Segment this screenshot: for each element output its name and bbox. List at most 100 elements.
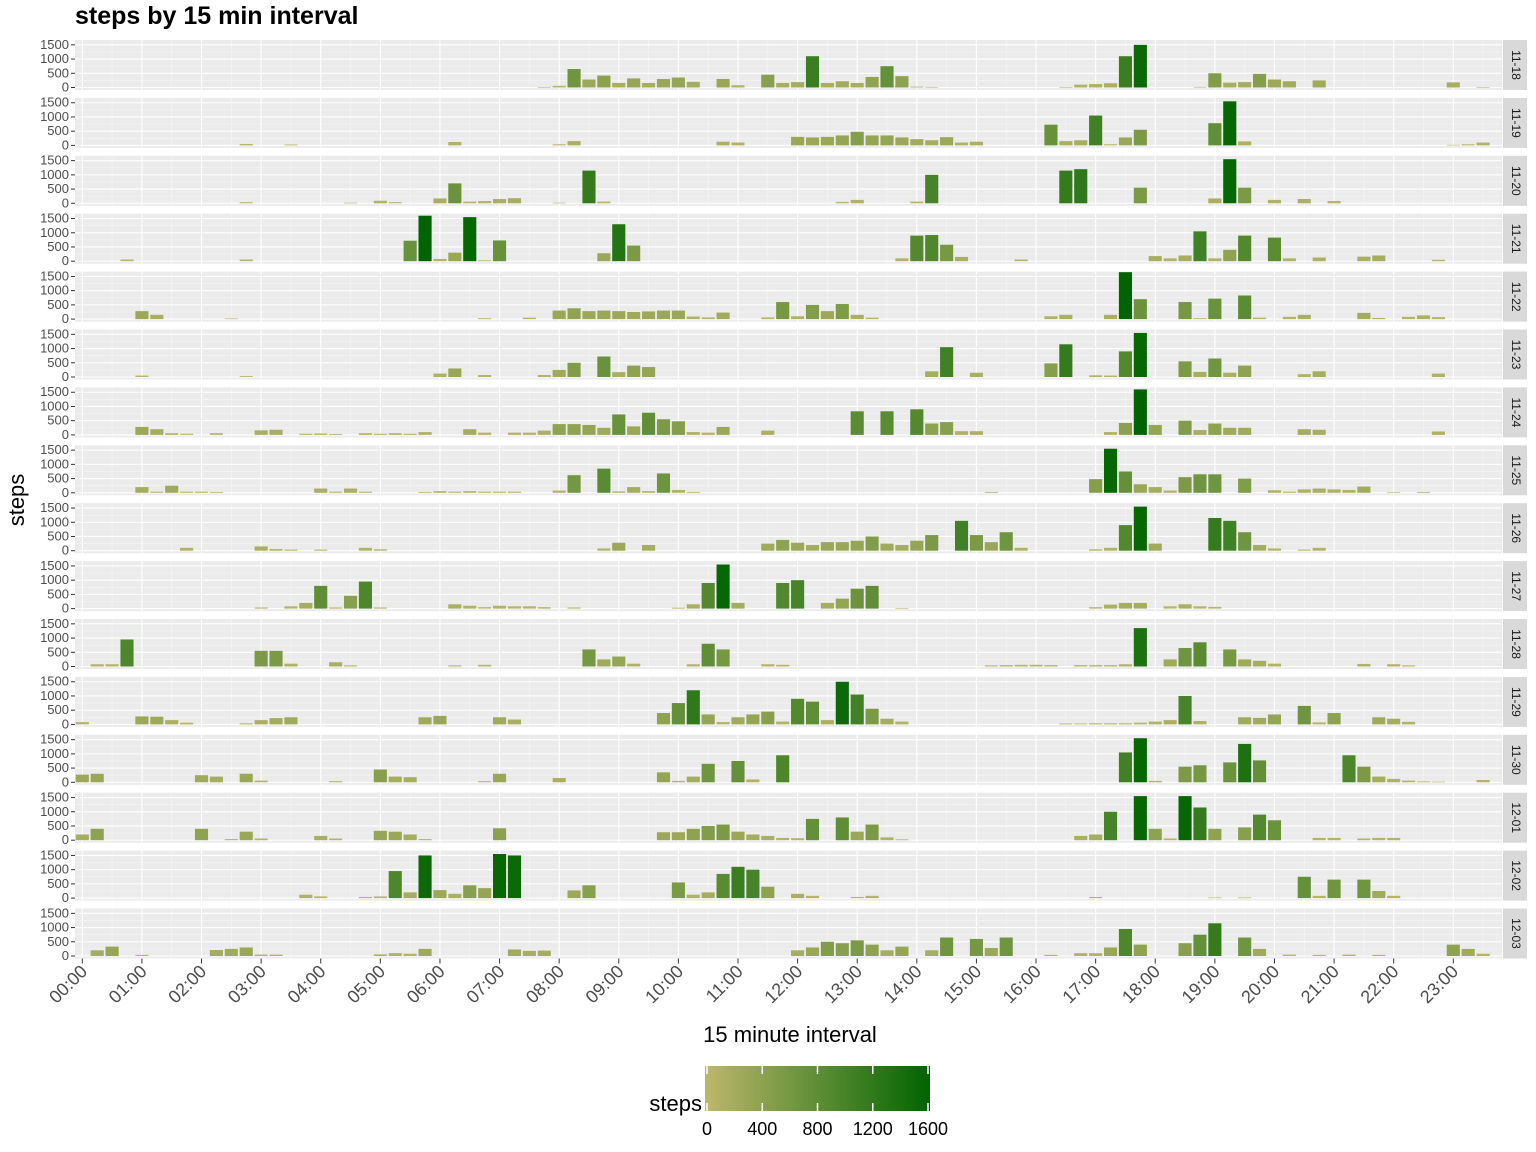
bar — [478, 432, 492, 435]
bar — [1133, 332, 1147, 377]
bar — [940, 422, 954, 435]
bar — [656, 419, 671, 435]
bar — [1446, 944, 1460, 956]
bar — [1357, 663, 1371, 667]
y-tick-label: 1500 — [40, 500, 69, 515]
bar — [776, 82, 790, 88]
bar — [850, 314, 864, 320]
bar — [1282, 258, 1296, 262]
y-tick-label: 0 — [62, 948, 69, 963]
bar — [373, 954, 387, 956]
bar — [254, 954, 268, 956]
bar — [1089, 607, 1103, 609]
bar — [388, 433, 402, 435]
bar — [478, 375, 492, 377]
bar — [895, 839, 909, 841]
bar — [671, 780, 685, 783]
y-tick-label: 1000 — [40, 225, 69, 240]
y-tick-label: 500 — [47, 644, 69, 659]
bar — [1357, 879, 1371, 899]
panel-background — [75, 97, 1502, 148]
bar — [1253, 317, 1267, 320]
bar — [448, 252, 462, 262]
bar — [850, 694, 864, 725]
bar — [642, 82, 656, 88]
bar — [1103, 665, 1118, 667]
bar — [1476, 953, 1490, 956]
bar — [895, 258, 909, 262]
bar — [269, 548, 283, 551]
bar — [701, 317, 715, 320]
bar — [478, 201, 492, 204]
bar — [209, 776, 223, 783]
x-tick-label: 08:00 — [522, 961, 568, 1007]
bar — [791, 893, 805, 899]
bar — [448, 665, 462, 667]
bar — [1133, 796, 1147, 841]
bar — [1312, 837, 1326, 841]
bar — [1208, 606, 1222, 609]
bar — [1163, 659, 1177, 667]
bar — [1431, 259, 1445, 262]
bar — [805, 818, 820, 841]
x-tick-label: 15:00 — [939, 961, 985, 1007]
bar — [671, 421, 685, 435]
bar — [701, 432, 715, 435]
panel-background — [75, 619, 1502, 669]
bar — [1267, 79, 1282, 88]
bar — [582, 311, 596, 320]
bar — [1387, 492, 1401, 493]
bar — [761, 543, 775, 551]
bar — [1238, 897, 1252, 899]
bar — [597, 548, 611, 551]
bar — [1178, 302, 1192, 320]
bar — [954, 520, 969, 551]
bar — [150, 429, 164, 435]
y-tick-label: 500 — [47, 297, 69, 312]
bar — [716, 722, 730, 725]
bar — [254, 780, 268, 783]
bar — [418, 855, 432, 899]
bar — [627, 426, 641, 435]
bar — [910, 86, 924, 88]
bar — [612, 82, 626, 88]
bar — [373, 549, 387, 551]
bar — [239, 723, 253, 725]
bar — [373, 769, 387, 783]
panel-background — [75, 329, 1502, 380]
bar — [969, 938, 983, 956]
bar — [224, 839, 238, 841]
bar — [1163, 606, 1177, 609]
y-tick-label: 1000 — [40, 283, 69, 298]
bar — [239, 259, 253, 262]
bar — [999, 665, 1013, 667]
bar — [701, 583, 715, 609]
bar — [1446, 144, 1460, 146]
bar — [984, 948, 998, 956]
bar — [507, 491, 522, 493]
bar — [850, 411, 864, 435]
bar — [373, 200, 387, 204]
bar — [1193, 86, 1207, 88]
bar — [373, 896, 387, 899]
bar — [150, 314, 164, 320]
bar — [582, 170, 596, 204]
bar — [1118, 525, 1133, 551]
bar — [493, 199, 507, 204]
bar — [329, 491, 343, 493]
bar — [612, 656, 626, 667]
bar — [478, 888, 492, 899]
bar — [835, 598, 849, 609]
bar — [1253, 948, 1267, 956]
bar — [493, 854, 507, 899]
bar — [90, 828, 104, 841]
facet-label: 11-23 — [1509, 340, 1523, 370]
bar — [1103, 947, 1118, 956]
bar — [1312, 547, 1326, 551]
bar — [1312, 895, 1326, 899]
bar — [1461, 948, 1475, 956]
bar — [686, 690, 700, 725]
bar — [314, 549, 328, 551]
bar — [1103, 83, 1118, 88]
